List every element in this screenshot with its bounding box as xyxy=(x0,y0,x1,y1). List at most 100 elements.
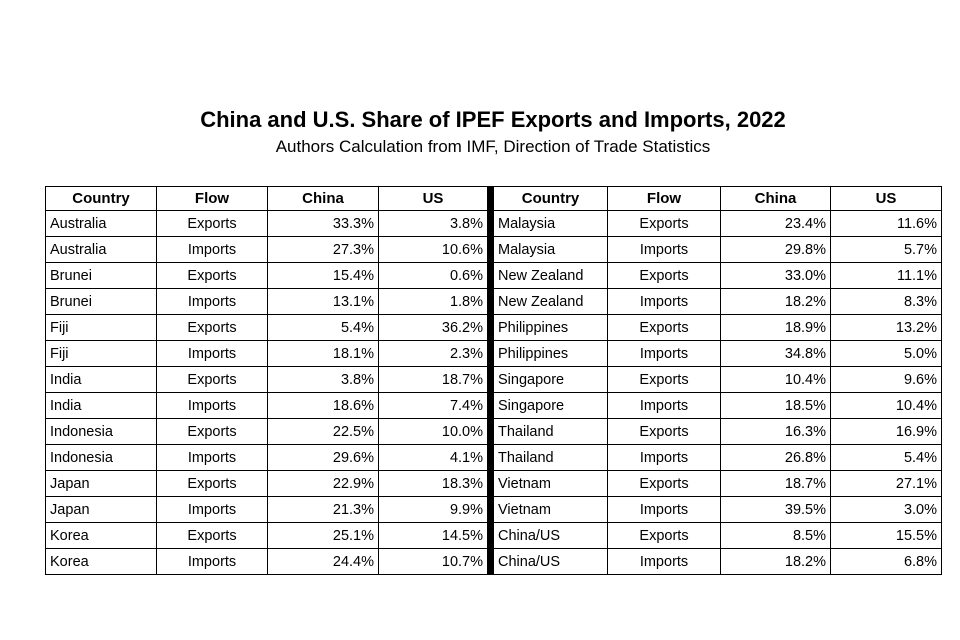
table-cell: 25.1% xyxy=(267,522,379,549)
table-cell: 18.2% xyxy=(720,288,831,315)
table-cell: 3.8% xyxy=(378,210,491,237)
column-header: Country xyxy=(487,186,608,211)
table-cell: Thailand xyxy=(487,418,608,445)
table-cell: Japan xyxy=(45,496,157,523)
table-cell: Brunei xyxy=(45,262,157,289)
table-cell: 14.5% xyxy=(378,522,491,549)
table-cell: Fiji xyxy=(45,314,157,341)
table-cell: Imports xyxy=(156,236,268,263)
table-cell: 4.1% xyxy=(378,444,491,471)
table-row: India Exports 3.8% 18.7% Singapore Exports 10.… xyxy=(45,366,942,393)
table-cell: 1.8% xyxy=(378,288,491,315)
table-row: Fiji Imports 18.1% 2.3% Philippines Imports 34… xyxy=(45,340,942,367)
table-cell: Exports xyxy=(607,418,721,445)
table-row: Indonesia Imports 29.6% 4.1% Thailand Imports… xyxy=(45,444,942,471)
table-cell: 5.0% xyxy=(830,340,942,367)
table-cell: 18.7% xyxy=(378,366,491,393)
table-cell: Australia xyxy=(45,236,157,263)
table-cell: 11.1% xyxy=(830,262,942,289)
table-cell: 10.7% xyxy=(378,548,491,575)
table-cell: 29.6% xyxy=(267,444,379,471)
table-cell: Exports xyxy=(607,262,721,289)
table-cell: 2.3% xyxy=(378,340,491,367)
table-row: Brunei Exports 15.4% 0.6% New Zealand Exports… xyxy=(45,262,942,289)
column-header: Flow xyxy=(607,186,721,211)
table-row: Fiji Exports 5.4% 36.2% Philippines Exports 18… xyxy=(45,314,942,341)
table-cell: Imports xyxy=(607,288,721,315)
table-cell: Exports xyxy=(156,470,268,497)
table-cell: Brunei xyxy=(45,288,157,315)
table-cell: Imports xyxy=(156,288,268,315)
table-cell: 18.1% xyxy=(267,340,379,367)
table-row: Korea Imports 24.4% 10.7% China/US Imports 18.… xyxy=(45,548,942,575)
table-row: Japan Exports 22.9% 18.3% Vietnam Exports 18.7… xyxy=(45,470,942,497)
table-cell: Malaysia xyxy=(487,236,608,263)
table-row: Korea Exports 25.1% 14.5% China/US Exports 8.5… xyxy=(45,522,942,549)
table-cell: Singapore xyxy=(487,392,608,419)
column-header: China xyxy=(267,186,379,211)
table-cell: Exports xyxy=(607,470,721,497)
table-cell: 0.6% xyxy=(378,262,491,289)
table-cell: Korea xyxy=(45,522,157,549)
table-body: Australia Exports 33.3% 3.8% Malaysia Exports… xyxy=(45,210,942,575)
table-cell: 23.4% xyxy=(720,210,831,237)
table-cell: Singapore xyxy=(487,366,608,393)
table-cell: Exports xyxy=(607,314,721,341)
table-cell: China/US xyxy=(487,522,608,549)
table-cell: India xyxy=(45,392,157,419)
table-cell: Vietnam xyxy=(487,470,608,497)
table-cell: 18.3% xyxy=(378,470,491,497)
table-row: Japan Imports 21.3% 9.9% Vietnam Imports 39.5%… xyxy=(45,496,942,523)
table-cell: Indonesia xyxy=(45,418,157,445)
table-cell: 39.5% xyxy=(720,496,831,523)
table-cell: Exports xyxy=(156,210,268,237)
table-cell: Imports xyxy=(607,548,721,575)
table-cell: Fiji xyxy=(45,340,157,367)
table-cell: 15.4% xyxy=(267,262,379,289)
header-row: Country Flow China US Country Flow China US xyxy=(45,186,942,211)
table-cell: 34.8% xyxy=(720,340,831,367)
table-cell: 9.6% xyxy=(830,366,942,393)
table-cell: 16.9% xyxy=(830,418,942,445)
table-cell: 18.7% xyxy=(720,470,831,497)
table-cell: Imports xyxy=(607,496,721,523)
table-cell: Malaysia xyxy=(487,210,608,237)
table-cell: Imports xyxy=(607,392,721,419)
table-cell: Exports xyxy=(156,522,268,549)
column-header: US xyxy=(830,186,942,211)
table-cell: 3.0% xyxy=(830,496,942,523)
table-cell: 10.4% xyxy=(830,392,942,419)
table-cell: 5.4% xyxy=(267,314,379,341)
table-cell: 33.3% xyxy=(267,210,379,237)
table-cell: 36.2% xyxy=(378,314,491,341)
table-cell: New Zealand xyxy=(487,288,608,315)
table-cell: 10.6% xyxy=(378,236,491,263)
table-cell: Thailand xyxy=(487,444,608,471)
subtitle: Authors Calculation from IMF, Direction … xyxy=(275,137,711,156)
table-cell: 8.3% xyxy=(830,288,942,315)
table-cell: Imports xyxy=(607,236,721,263)
table-cell: 21.3% xyxy=(267,496,379,523)
table-cell: Exports xyxy=(607,366,721,393)
table-cell: 15.5% xyxy=(830,522,942,549)
table-cell: 5.7% xyxy=(830,236,942,263)
table-cell: 33.0% xyxy=(720,262,831,289)
table-cell: 13.1% xyxy=(267,288,379,315)
table-cell: Imports xyxy=(156,444,268,471)
table-cell: India xyxy=(45,366,157,393)
table-cell: Australia xyxy=(45,210,157,237)
table-cell: 10.4% xyxy=(720,366,831,393)
data-table: Country Flow China US Country Flow China US Aus… xyxy=(45,186,942,575)
table-cell: Exports xyxy=(607,522,721,549)
table-cell: 18.2% xyxy=(720,548,831,575)
table-cell: Korea xyxy=(45,548,157,575)
table-cell: 27.1% xyxy=(830,470,942,497)
table-cell: 3.8% xyxy=(267,366,379,393)
table-cell: Imports xyxy=(156,392,268,419)
table-cell: 18.6% xyxy=(267,392,379,419)
table-cell: Exports xyxy=(156,418,268,445)
table-cell: Exports xyxy=(156,366,268,393)
table-cell: Exports xyxy=(607,210,721,237)
table-cell: 16.3% xyxy=(720,418,831,445)
